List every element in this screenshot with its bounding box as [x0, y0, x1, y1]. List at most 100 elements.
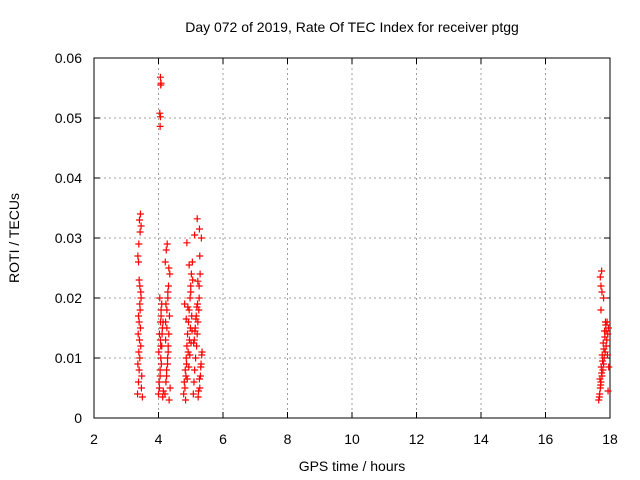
- data-point: [161, 390, 169, 398]
- data-point: [197, 234, 205, 242]
- data-point: [156, 73, 164, 81]
- data-point: [193, 303, 201, 311]
- data-point: [182, 354, 190, 362]
- data-point: [165, 330, 173, 338]
- data-point: [595, 396, 603, 404]
- data-point: [137, 294, 145, 302]
- data-point: [180, 390, 188, 398]
- data-point: [164, 282, 172, 290]
- data-point: [136, 210, 144, 218]
- data-point: [156, 109, 164, 117]
- data-point: [155, 384, 163, 392]
- data-point: [183, 342, 191, 350]
- data-point: [597, 306, 605, 314]
- data-point: [191, 366, 199, 374]
- data-point: [192, 315, 200, 323]
- data-point: [166, 270, 174, 278]
- data-point: [197, 363, 205, 371]
- data-point: [190, 336, 198, 344]
- data-point: [602, 327, 610, 335]
- data-point: [156, 113, 164, 121]
- data-point: [598, 288, 606, 296]
- data-point: [596, 375, 604, 383]
- x-tick-label: 16: [538, 431, 554, 447]
- x-axis-title: GPS time / hours: [299, 458, 406, 474]
- data-point: [135, 348, 143, 356]
- data-point: [135, 216, 143, 224]
- data-point: [596, 273, 604, 281]
- data-point: [163, 240, 171, 248]
- data-point: [196, 252, 204, 260]
- data-point: [181, 366, 189, 374]
- data-point: [135, 366, 143, 374]
- data-point: [157, 79, 165, 87]
- data-point: [190, 378, 198, 386]
- data-point: [184, 330, 192, 338]
- x-tick-label: 6: [219, 431, 227, 447]
- data-point: [162, 336, 170, 344]
- data-points: [134, 73, 613, 404]
- data-point: [161, 258, 169, 266]
- y-axis-title: ROTI / TECUs: [6, 193, 22, 283]
- x-tick-label: 2: [90, 431, 98, 447]
- data-point: [189, 276, 197, 284]
- data-point: [196, 384, 204, 392]
- data-point: [164, 342, 172, 350]
- data-point: [135, 258, 143, 266]
- data-point: [166, 384, 174, 392]
- data-point: [163, 372, 171, 380]
- data-point: [182, 372, 190, 380]
- x-tick-label: 10: [344, 431, 360, 447]
- data-point: [185, 261, 193, 269]
- data-point: [157, 360, 165, 368]
- y-tick-label: 0: [74, 410, 82, 426]
- data-point: [135, 378, 143, 386]
- data-point: [137, 342, 145, 350]
- data-point: [194, 300, 202, 308]
- data-point: [597, 363, 605, 371]
- data-point: [194, 277, 202, 285]
- data-point: [191, 231, 199, 239]
- y-tick-label: 0.04: [55, 170, 82, 186]
- data-point: [191, 327, 199, 335]
- data-point: [157, 312, 165, 320]
- data-point: [598, 369, 606, 377]
- data-point: [598, 267, 606, 275]
- data-point: [157, 342, 165, 350]
- data-point: [186, 351, 194, 359]
- data-point: [196, 372, 204, 380]
- data-point: [134, 252, 142, 260]
- x-tick-label: 4: [155, 431, 163, 447]
- data-point: [195, 282, 203, 290]
- data-point: [135, 312, 143, 320]
- data-point: [193, 215, 201, 223]
- data-point: [163, 306, 171, 314]
- data-point: [604, 387, 612, 395]
- data-point: [158, 330, 166, 338]
- chart-title: Day 072 of 2019, Rate Of TEC Index for r…: [185, 19, 519, 35]
- x-tick-label: 12: [409, 431, 425, 447]
- data-point: [195, 225, 203, 233]
- data-point: [599, 366, 607, 374]
- data-point: [196, 270, 204, 278]
- data-point: [162, 318, 170, 326]
- data-point: [187, 270, 195, 278]
- data-point: [155, 390, 162, 398]
- data-point: [190, 339, 198, 347]
- data-point: [599, 357, 607, 365]
- y-tick-label: 0.06: [55, 50, 82, 66]
- data-point: [597, 282, 605, 290]
- data-point: [138, 393, 146, 401]
- data-point: [163, 366, 171, 374]
- data-point: [183, 375, 191, 383]
- data-point: [601, 333, 609, 341]
- data-point: [183, 239, 191, 247]
- data-point: [603, 351, 611, 359]
- data-point: [164, 294, 172, 302]
- data-point: [165, 312, 173, 320]
- data-point: [156, 366, 164, 374]
- y-tick-label: 0.02: [55, 290, 82, 306]
- data-point: [165, 396, 173, 404]
- data-point: [195, 375, 203, 383]
